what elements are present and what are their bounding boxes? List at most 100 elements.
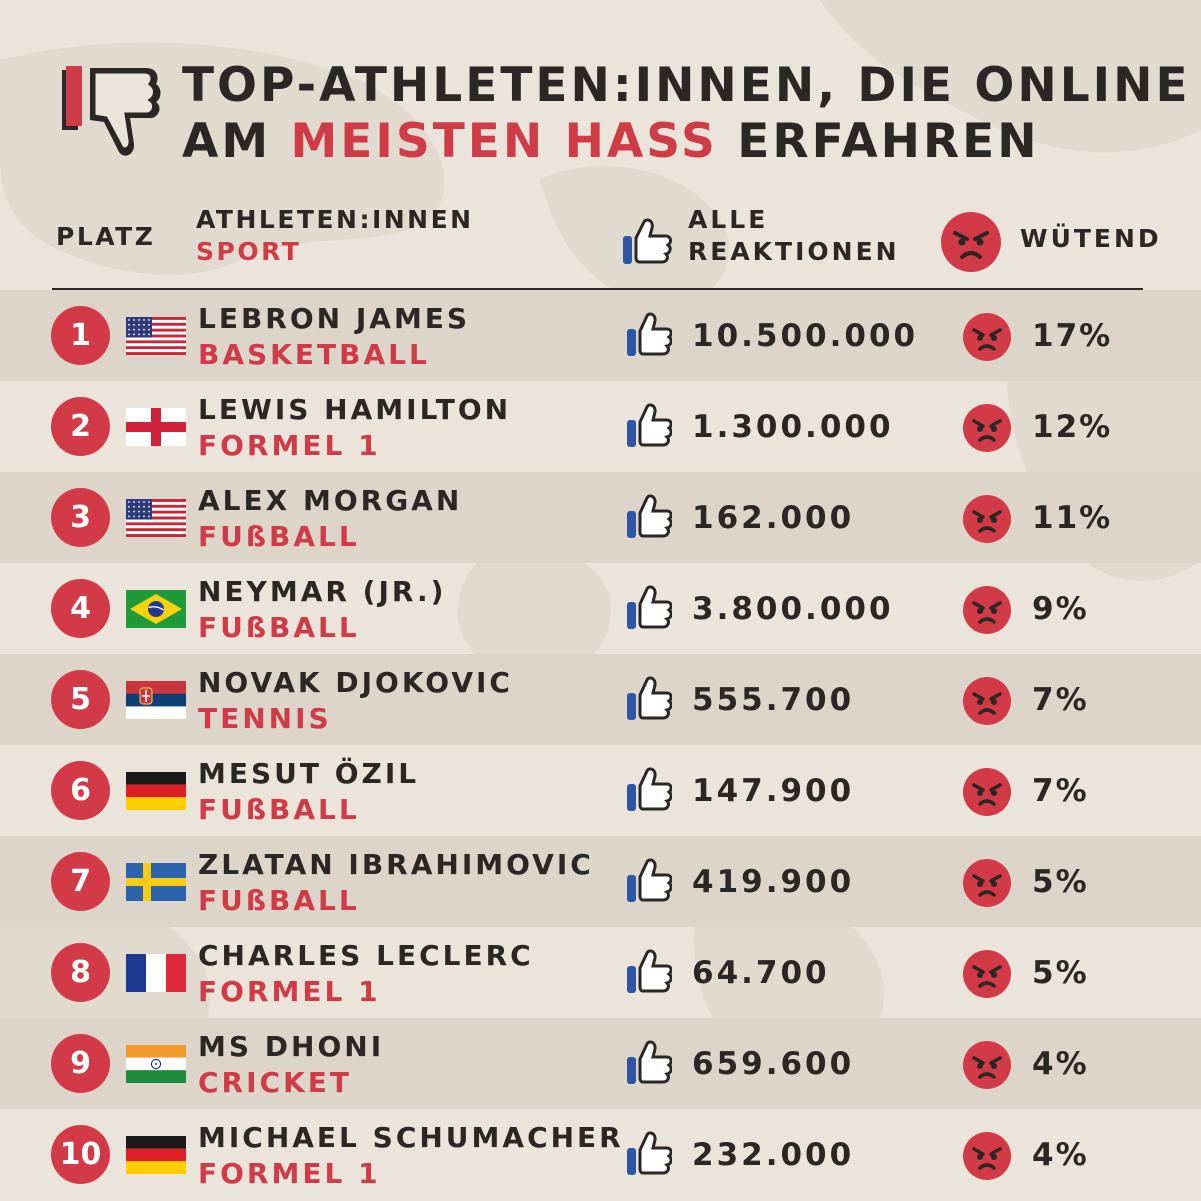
angry-face-icon [963,859,1011,907]
angry-percentage: 5% [1032,955,1089,991]
title-block: TOP-ATHLETEN:INNEN, DIE ONLINE AM MEISTE… [60,58,1191,170]
table-row-10: 10 MICHAEL SCHUMACHER FORMEL 1 232.000 4… [0,1109,1201,1200]
header-reactions: ALLE REAKTIONEN [688,204,900,268]
athlete-name: NOVAK DJOKOVIC [198,666,513,699]
athlete-name: LEWIS HAMILTON [198,393,512,426]
like-icon [627,494,672,538]
athlete-name: MESUT ÖZIL [198,757,420,790]
reaction-count: 232.000 [692,1137,855,1173]
athlete-name: MICHAEL SCHUMACHER [198,1121,624,1154]
reaction-count: 10.500.000 [692,318,919,354]
table-header: PLATZ ATHLETEN:INNEN SPORT ALLE REAKTION… [0,200,1201,285]
germany-flag [126,1136,186,1174]
rank-badge: 10 [51,1125,110,1184]
reaction-count: 64.700 [692,955,830,991]
athlete-name: ALEX MORGAN [198,484,463,517]
like-icon [627,1131,672,1175]
angry-percentage: 4% [1032,1137,1089,1173]
table-row-2: 2 LEWIS HAMILTON FORMEL 1 1.300.000 12% [0,381,1201,472]
athlete-name: NEYMAR (JR.) [198,575,447,608]
like-icon [627,312,672,356]
angry-face-icon [963,495,1011,543]
reaction-count: 162.000 [692,500,855,536]
angry-percentage: 4% [1032,1046,1089,1082]
france-flag [126,954,186,992]
athlete-name: MS DHONI [198,1030,385,1063]
angry-face-icon [963,586,1011,634]
title-highlight: MEISTEN HASS [290,114,718,169]
header-reactions-line2: REAKTIONEN [688,237,900,266]
header-reactions-line1: ALLE [688,205,769,234]
reaction-count: 555.700 [692,682,855,718]
like-icon [627,1040,672,1084]
title-line-1: TOP-ATHLETEN:INNEN, DIE ONLINE [182,58,1191,113]
usa-flag [126,499,186,537]
rank-badge: 1 [51,306,110,365]
athlete-sport: FUßBALL [198,520,360,553]
athlete-name: LEBRON JAMES [198,302,471,335]
rank-badge: 3 [51,488,110,547]
angry-face-icon [963,1041,1011,1089]
athlete-sport: FUßBALL [198,793,360,826]
reaction-count: 147.900 [692,773,855,809]
like-icon [627,403,672,447]
rank-badge: 2 [51,397,110,456]
athlete-sport: FUßBALL [198,884,360,917]
england-flag [126,408,186,446]
header-athletes-label: ATHLETEN:INNEN [196,205,474,234]
ranking-table: 1 LEBRON JAMES BASKETBALL 10.500.000 17%… [0,290,1201,1200]
angry-face-icon [963,768,1011,816]
angry-percentage: 12% [1032,409,1113,445]
reaction-count: 1.300.000 [692,409,894,445]
rank-badge: 8 [51,943,110,1002]
table-row-4: 4 NEYMAR (JR.) FUßBALL 3.800.000 9% [0,563,1201,654]
header-divider [52,288,1143,290]
usa-flag [126,317,186,355]
reaction-count: 659.600 [692,1046,855,1082]
header-sport-label: SPORT [196,237,302,266]
like-icon [627,767,672,811]
angry-face-icon [941,212,1001,272]
table-row-8: 8 CHARLES LECLERC FORMEL 1 64.700 5% [0,927,1201,1018]
angry-face-icon [963,677,1011,725]
header-athletes: ATHLETEN:INNEN SPORT [196,204,474,268]
table-row-6: 6 MESUT ÖZIL FUßBALL 147.900 7% [0,745,1201,836]
angry-face-icon [963,1132,1011,1180]
angry-percentage: 5% [1032,864,1089,900]
like-icon [627,949,672,993]
athlete-name: CHARLES LECLERC [198,939,534,972]
table-row-9: 9 MS DHONI CRICKET 659.600 4% [0,1018,1201,1109]
angry-face-icon [963,950,1011,998]
angry-percentage: 9% [1032,591,1089,627]
angry-percentage: 7% [1032,773,1089,809]
angry-percentage: 17% [1032,318,1113,354]
rank-badge: 5 [51,670,110,729]
athlete-sport: FUßBALL [198,611,360,644]
serbia-flag [126,681,186,719]
page-title: TOP-ATHLETEN:INNEN, DIE ONLINE AM MEISTE… [182,58,1191,170]
thumbs-down-icon [62,66,161,156]
athlete-sport: FORMEL 1 [198,975,381,1008]
athlete-sport: TENNIS [198,702,332,735]
germany-flag [126,772,186,810]
header-platz: PLATZ [56,222,156,251]
angry-percentage: 11% [1032,500,1113,536]
reaction-count: 3.800.000 [692,591,894,627]
india-flag [126,1045,186,1083]
table-row-3: 3 ALEX MORGAN FUßBALL 162.000 11% [0,472,1201,563]
rank-badge: 4 [51,579,110,638]
brazil-flag [126,590,186,628]
rank-badge: 9 [51,1034,110,1093]
like-icon [627,858,672,902]
like-icon [627,676,672,720]
angry-percentage: 7% [1032,682,1089,718]
angry-face-icon [963,404,1011,452]
table-row-7: 7 ZLATAN IBRAHIMOVIC FUßBALL 419.900 5% [0,836,1201,927]
sweden-flag [126,863,186,901]
table-row-5: 5 NOVAK DJOKOVIC TENNIS 555.700 7% [0,654,1201,745]
like-icon [623,218,672,264]
title-line-2-pre: AM [182,114,291,169]
angry-face-icon [963,313,1011,361]
athlete-name: ZLATAN IBRAHIMOVIC [198,848,594,881]
